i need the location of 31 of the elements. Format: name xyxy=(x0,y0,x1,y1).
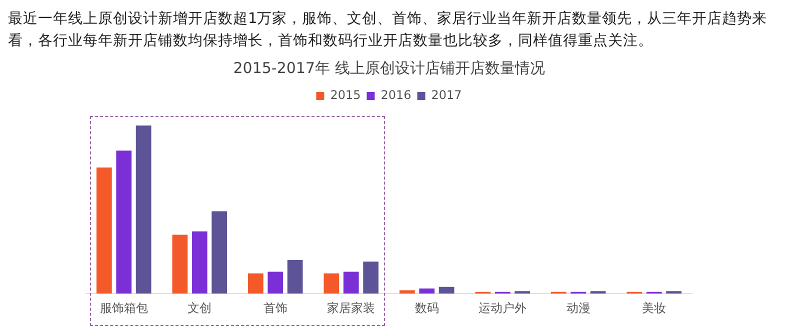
bar xyxy=(400,290,415,294)
bar xyxy=(116,150,132,294)
bar xyxy=(136,125,152,294)
x-tick-label: 数码 xyxy=(414,300,439,315)
bar xyxy=(192,231,208,294)
bar xyxy=(268,272,284,294)
legend-label: 2015 xyxy=(330,88,361,102)
chart-title: 2015-2017年 线上原创设计店铺开店数量情况 xyxy=(233,58,545,77)
bar xyxy=(343,272,359,294)
text: 最近一年线上原创设计新增开店数超1万家，服饰、文创、首饰、家居行业当年新开店数量领先，从三年开店趋势来看，各行业每年新开店铺数均保持增长，首饰和数码行业开店数量也比较多，同样值得重点关注。 xyxy=(8,10,768,51)
bar xyxy=(248,273,264,294)
bar xyxy=(363,262,378,294)
bar xyxy=(514,291,530,294)
bar xyxy=(324,273,340,294)
x-tick-label: 服饰箱包 xyxy=(100,300,148,315)
x-tick-label: 运动户外 xyxy=(478,300,527,315)
x-tick-label: 家居家装 xyxy=(327,300,376,315)
bar xyxy=(438,286,454,294)
bar xyxy=(172,234,188,294)
x-tick-label: 文创 xyxy=(188,300,212,315)
legend-label: 2016 xyxy=(380,88,412,102)
bar xyxy=(212,211,227,294)
x-tick-label: 美妆 xyxy=(642,300,666,315)
x-tick-label: 动漫 xyxy=(566,300,590,315)
bar xyxy=(287,260,303,294)
legend-label: 2017 xyxy=(431,88,462,102)
bar xyxy=(590,291,606,294)
bar xyxy=(666,291,682,294)
bar xyxy=(419,288,435,294)
x-tick-label: 首饰 xyxy=(263,300,288,315)
bar xyxy=(96,167,112,294)
